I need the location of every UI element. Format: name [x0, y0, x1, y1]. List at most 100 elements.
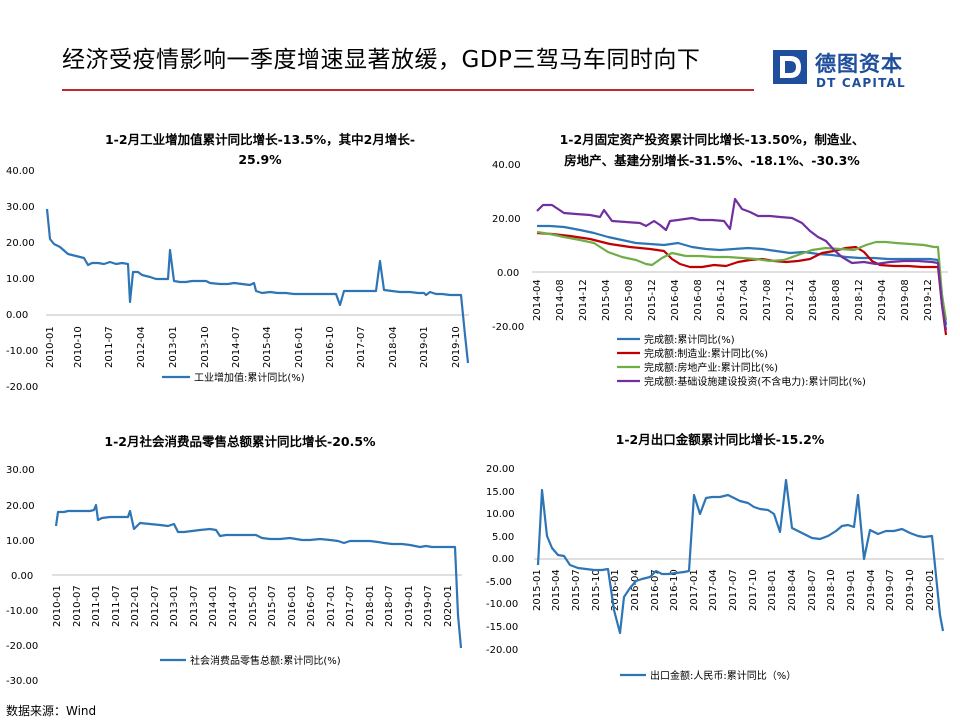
y-tick-label: -15.00 [486, 622, 518, 633]
x-tick-label: 2018-04 [388, 326, 399, 368]
y-tick-label: 10.00 [6, 536, 35, 547]
series-line-total [537, 224, 948, 326]
x-tick-label: 2016-08 [693, 279, 704, 321]
x-tick-label: 2017-07 [356, 326, 367, 368]
y-tick-label: -5.00 [486, 577, 512, 588]
y-tick-label: 15.00 [486, 487, 515, 498]
y-tick-label: 40.00 [492, 160, 521, 171]
legend-label: 出口金额:人民币:累计同比（%） [650, 669, 796, 682]
x-tick-label: 2011-07 [111, 585, 122, 627]
chart-retail-sales: 1-2月社会消费品零售总额累计同比增长-20.5% 30.00 20.00 10… [6, 434, 463, 687]
page-title: 经济受疫情影响一季度增速显著放缓，GDP三驾马车同时向下 [62, 47, 701, 73]
y-axis-labels: 40.00 20.00 0.00 -20.00 [492, 160, 524, 333]
x-tick-label: 2017-07 [728, 569, 739, 611]
x-tick-label: 2014-07 [228, 585, 239, 627]
x-tick-label: 2011-07 [104, 326, 115, 368]
legend-label: 社会消费品零售总额:累计同比(%) [190, 654, 341, 667]
x-tick-label: 2013-10 [200, 326, 211, 368]
chart-fixed-asset-investment: 1-2月固定资产投资累计同比增长-13.50%，制造业、 房地产、基建分别增长-… [492, 132, 948, 388]
y-tick-label: 20.00 [6, 501, 35, 512]
x-tick-label: 2016-04 [630, 569, 641, 611]
x-tick-label: 2019-07 [885, 569, 896, 611]
chart-title-line-1: 1-2月工业增加值累计同比增长-13.5%，其中2月增长- [105, 132, 415, 147]
legend-label: 完成额:房地产业:累计同比(%) [644, 361, 778, 374]
brand-logo: 德图资本 DT CAPITAL [773, 44, 923, 94]
x-tick-label: 2017-01 [689, 569, 700, 611]
x-tick-label: 2016-01 [294, 326, 305, 368]
legend-label: 完成额:累计同比(%) [644, 333, 735, 346]
y-tick-label: 20.00 [492, 214, 521, 225]
legend-label: 完成额:基础设施建设投资(不含电力):累计同比(%) [644, 375, 866, 388]
legend: 完成额:累计同比(%) 完成额:制造业:累计同比(%) 完成额:房地产业:累计同… [617, 333, 866, 388]
x-tick-label: 2019-04 [866, 569, 877, 611]
y-tick-label: 0.00 [6, 310, 28, 321]
chart-title: 1-2月社会消费品零售总额累计同比增长-20.5% [104, 434, 376, 449]
x-tick-label: 2013-01 [168, 326, 179, 368]
x-tick-label: 2018-04 [787, 569, 798, 611]
series-line-industrial [45, 208, 470, 364]
y-tick-label: -20.00 [6, 641, 38, 652]
y-tick-label: 20.00 [6, 238, 35, 249]
x-tick-label: 2019-10 [451, 326, 462, 368]
x-tick-label: 2018-08 [831, 279, 842, 321]
x-tick-label: 2015-04 [601, 279, 612, 321]
y-tick-label: 40.00 [6, 166, 35, 177]
x-tick-label: 2018-01 [767, 569, 778, 611]
series-line-real-estate [536, 230, 948, 321]
y-tick-label: -20.00 [486, 645, 518, 656]
x-tick-label: 2019-07 [423, 585, 434, 627]
chart-industrial-value-added: 1-2月工业增加值累计同比增长-13.5%，其中2月增长- 25.9% 40.0… [6, 132, 470, 393]
x-tick-label: 2015-01 [532, 569, 543, 611]
x-tick-label: 2014-01 [208, 585, 219, 627]
x-tick-label: 2018-12 [854, 279, 865, 321]
y-tick-label: 30.00 [6, 202, 35, 213]
x-tick-label: 2013-01 [169, 585, 180, 627]
x-tick-label: 2019-01 [419, 326, 430, 368]
x-tick-label: 2019-04 [877, 279, 888, 321]
y-tick-label: -20.00 [492, 322, 524, 333]
x-tick-label: 2012-04 [136, 326, 147, 368]
x-tick-label: 2017-07 [345, 585, 356, 627]
x-tick-label: 2014-07 [231, 326, 242, 368]
chart-exports: 1-2月出口金额累计同比增长-15.2% 20.00 15.00 10.00 5… [486, 432, 945, 682]
x-tick-label: 2016-01 [610, 569, 621, 611]
x-tick-label: 2015-10 [591, 569, 602, 611]
x-tick-label: 2016-10 [325, 326, 336, 368]
x-tick-label: 2018-04 [808, 279, 819, 321]
x-tick-label: 2018-01 [365, 585, 376, 627]
logo-d-icon [773, 50, 807, 84]
x-tick-label: 2010-01 [45, 326, 56, 368]
y-tick-label: 0.00 [11, 571, 33, 582]
x-tick-label: 2019-10 [905, 569, 916, 611]
series-line-retail [54, 503, 463, 649]
title-rule [62, 89, 754, 91]
x-tick-label: 2020-01 [925, 569, 936, 611]
series-line-infrastructure [536, 197, 948, 331]
x-tick-label: 2014-04 [532, 279, 543, 321]
x-tick-label: 2019-01 [404, 585, 415, 627]
x-tick-label: 2016-07 [306, 585, 317, 627]
y-axis-labels: 40.00 30.00 20.00 10.00 0.00 -10.00 -20.… [6, 166, 38, 393]
x-tick-label: 2010-07 [72, 585, 83, 627]
x-tick-label: 2018-10 [826, 569, 837, 611]
x-tick-label: 2017-04 [739, 279, 750, 321]
x-axis-labels: 2015-01 2015-04 2015-07 2015-10 2016-01 … [532, 569, 936, 611]
x-tick-label: 2016-10 [669, 569, 680, 611]
x-tick-label: 2019-12 [923, 279, 934, 321]
series-line-exports [536, 478, 945, 635]
x-tick-label: 2018-07 [384, 585, 395, 627]
x-tick-label: 2017-08 [762, 279, 773, 321]
x-tick-label: 2012-07 [150, 585, 161, 627]
logo-text-cn: 德图资本 [815, 52, 903, 76]
y-tick-label: 0.00 [497, 268, 519, 279]
y-tick-label: 5.00 [492, 532, 514, 543]
chart-title-line-2: 25.9% [238, 152, 282, 167]
x-tick-label: 2011-01 [91, 585, 102, 627]
x-tick-label: 2016-12 [716, 279, 727, 321]
x-tick-label: 2016-01 [287, 585, 298, 627]
data-source-note: 数据来源：Wind [6, 704, 97, 718]
x-tick-label: 2017-01 [326, 585, 337, 627]
x-tick-label: 2015-12 [647, 279, 658, 321]
x-tick-label: 2020-01 [443, 585, 454, 627]
chart-title: 1-2月出口金额累计同比增长-15.2% [616, 432, 825, 447]
